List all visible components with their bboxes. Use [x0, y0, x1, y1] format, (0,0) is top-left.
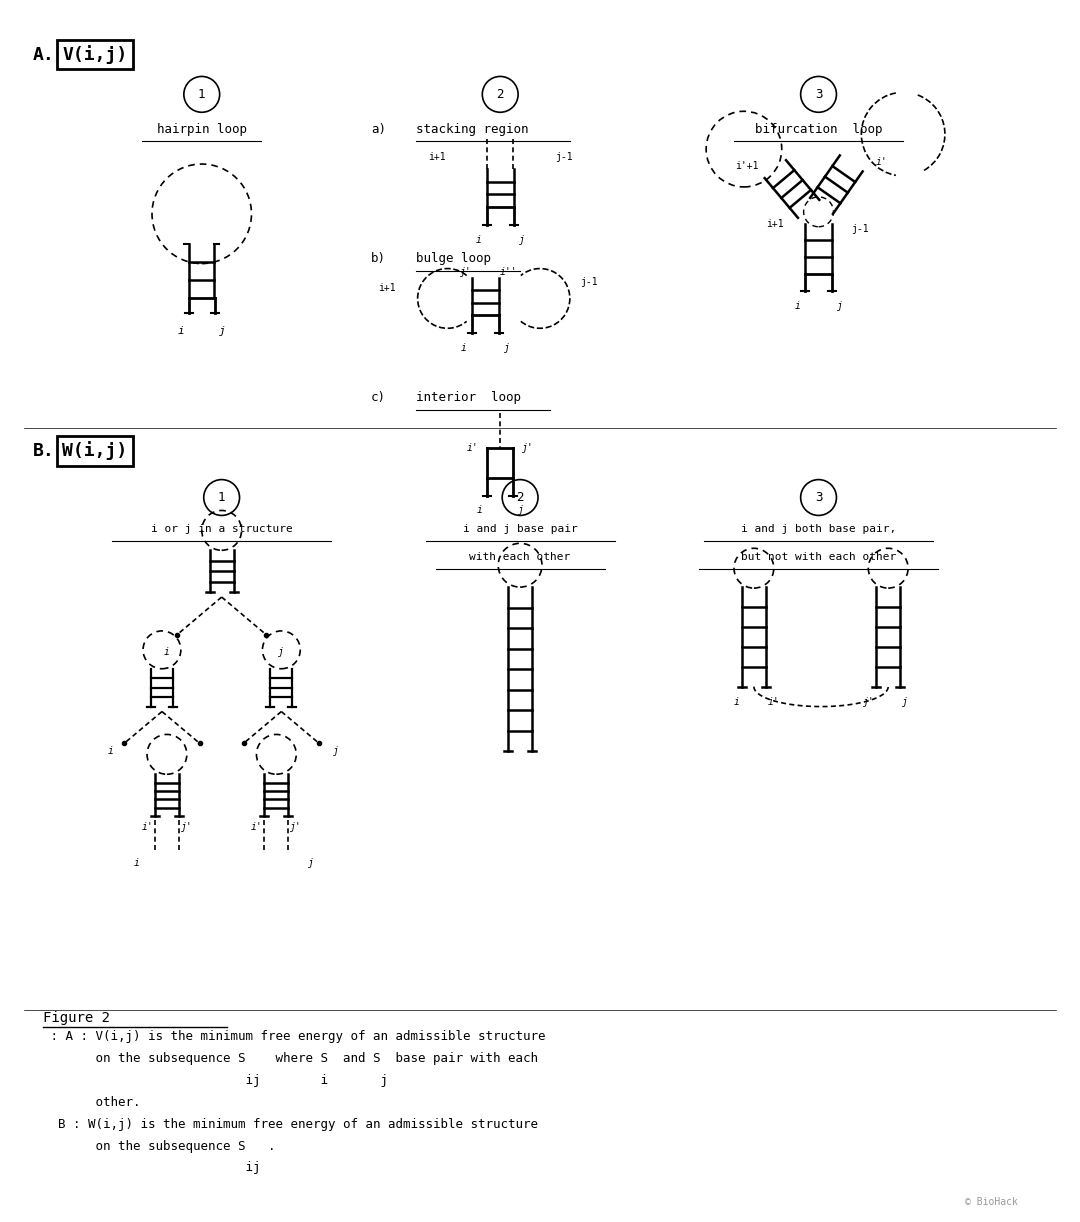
- Text: j': j': [863, 697, 875, 706]
- Text: i: i: [134, 858, 140, 868]
- Text: i': i': [251, 822, 262, 832]
- Text: 1: 1: [218, 491, 226, 503]
- Text: j': j': [522, 442, 534, 452]
- Text: i and j both base pair,: i and j both base pair,: [741, 524, 896, 534]
- Text: 2: 2: [497, 88, 504, 101]
- Text: on the subsequence S    where S  and S  base pair with each: on the subsequence S where S and S base …: [42, 1052, 538, 1066]
- Text: j-1: j-1: [555, 152, 572, 163]
- Text: i+1: i+1: [378, 284, 395, 293]
- Text: i: i: [794, 302, 800, 312]
- Text: i and j base pair: i and j base pair: [462, 524, 578, 534]
- Text: j': j': [460, 266, 471, 276]
- Text: i': i': [467, 442, 478, 452]
- Text: j: j: [518, 506, 524, 516]
- Text: j-1: j-1: [851, 224, 869, 233]
- Text: j: j: [503, 343, 510, 353]
- Text: B : W(i,j) is the minimum free energy of an admissible structure: B : W(i,j) is the minimum free energy of…: [42, 1118, 538, 1130]
- Text: interior  loop: interior loop: [416, 391, 521, 404]
- Text: B.: B.: [32, 441, 54, 459]
- Text: i: i: [476, 506, 483, 516]
- Text: V(i,j): V(i,j): [63, 45, 127, 64]
- Text: : A : V(i,j) is the minimum free energy of an admissible structure: : A : V(i,j) is the minimum free energy …: [42, 1030, 545, 1044]
- Text: i'': i'': [499, 266, 517, 276]
- Text: i or j in a structure: i or j in a structure: [151, 524, 293, 534]
- Text: i': i': [141, 822, 153, 832]
- Text: i'+1: i'+1: [735, 161, 759, 171]
- Text: j: j: [219, 326, 226, 336]
- Text: with each other: with each other: [470, 552, 570, 562]
- Text: j: j: [902, 697, 908, 706]
- Text: i: i: [177, 326, 185, 336]
- Text: c): c): [370, 391, 386, 404]
- Text: i: i: [734, 697, 740, 706]
- Text: j: j: [308, 858, 314, 868]
- Text: i: i: [164, 646, 170, 657]
- Text: bifurcation  loop: bifurcation loop: [755, 122, 882, 136]
- Text: stacking region: stacking region: [416, 122, 528, 136]
- Text: other.: other.: [42, 1096, 140, 1108]
- Text: hairpin loop: hairpin loop: [157, 122, 246, 136]
- Text: ij        i       j: ij i j: [42, 1074, 388, 1086]
- Text: 3: 3: [814, 491, 822, 503]
- Text: © BioHack: © BioHack: [964, 1198, 1017, 1207]
- Text: i+1: i+1: [766, 219, 784, 229]
- Text: 1: 1: [198, 88, 205, 101]
- Text: j-1: j-1: [580, 276, 597, 286]
- Text: a): a): [370, 122, 386, 136]
- Text: A.: A.: [32, 45, 54, 64]
- Text: i: i: [461, 343, 467, 353]
- Text: j': j': [180, 822, 192, 832]
- Text: i: i: [107, 747, 113, 756]
- Text: 2: 2: [516, 491, 524, 503]
- Text: j: j: [518, 235, 525, 244]
- Text: 3: 3: [814, 88, 822, 101]
- Text: j: j: [333, 747, 339, 756]
- Text: i: i: [476, 235, 482, 244]
- Text: but not with each other: but not with each other: [741, 552, 896, 562]
- Text: Figure 2: Figure 2: [42, 1011, 109, 1025]
- Text: j: j: [279, 646, 284, 657]
- Text: i': i': [768, 697, 780, 706]
- Text: ij: ij: [42, 1161, 260, 1174]
- Text: bulge loop: bulge loop: [416, 252, 490, 265]
- Text: W(i,j): W(i,j): [63, 441, 127, 461]
- Text: i+1: i+1: [428, 152, 445, 163]
- Text: i': i': [875, 158, 887, 167]
- Text: j': j': [291, 822, 302, 832]
- Text: b): b): [370, 252, 386, 265]
- Text: on the subsequence S   .: on the subsequence S .: [42, 1140, 275, 1152]
- Text: j: j: [837, 302, 842, 312]
